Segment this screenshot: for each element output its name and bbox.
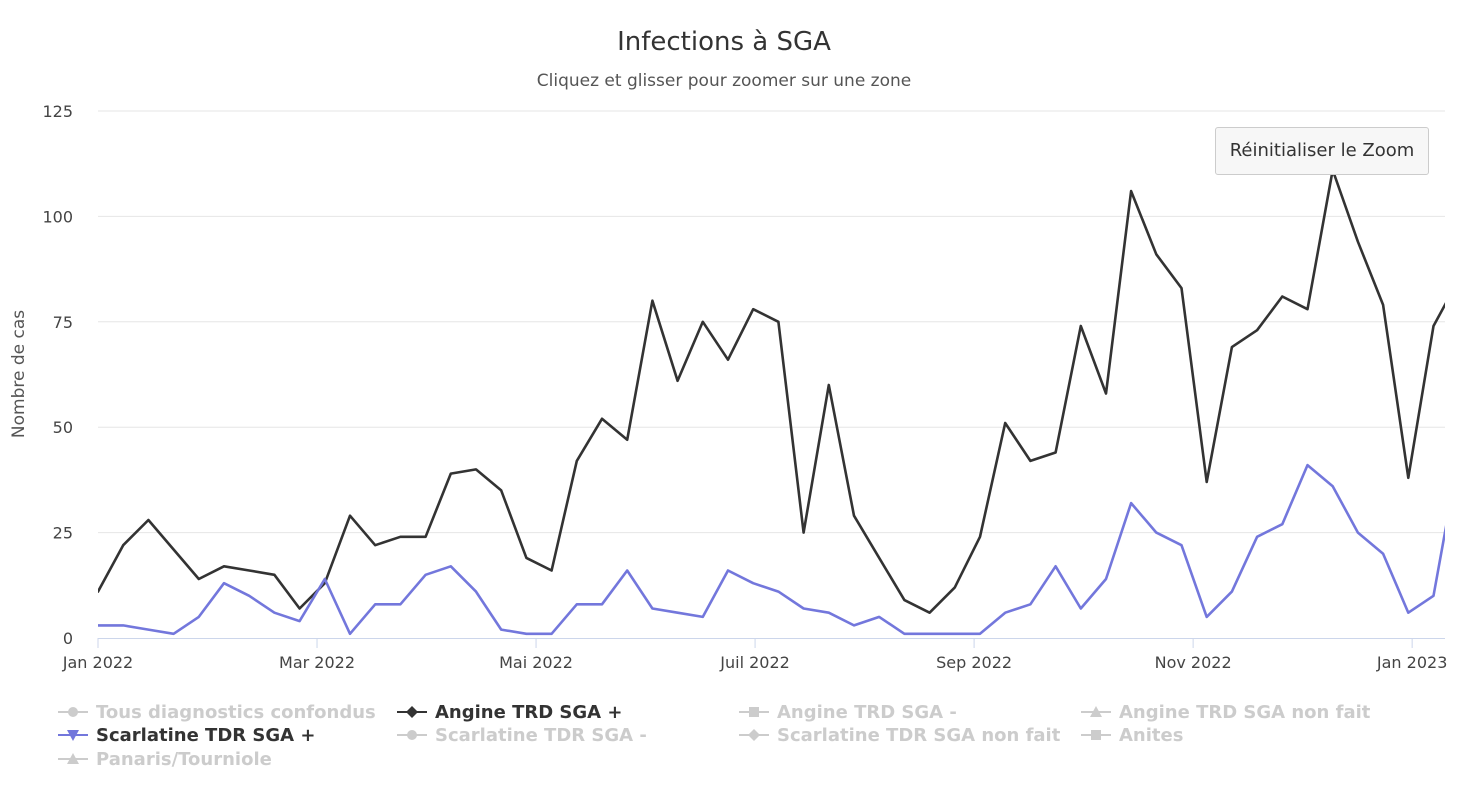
legend: Tous diagnostics confondus Angine TRD SG… (50, 700, 1450, 780)
y-axis: 0 25 50 75 100 125 (42, 102, 73, 648)
y-tick-label: 100 (42, 207, 73, 226)
legend-marker (67, 753, 79, 764)
plot-area[interactable] (98, 168, 1459, 636)
legend-item-panaris-tourniole[interactable]: Panaris/Tourniole (58, 747, 272, 771)
legend-marker (406, 706, 418, 718)
legend-item-angine-trd-sga-minus[interactable]: Angine TRD SGA - (739, 700, 957, 724)
legend-marker (748, 729, 760, 741)
y-tick-label: 0 (63, 629, 73, 648)
legend-label: Tous diagnostics confondus (96, 701, 376, 723)
legend-label: Anites (1119, 724, 1184, 746)
x-axis: Jan 2022 Mar 2022 Mai 2022 Juil 2022 Sep 202… (62, 638, 1447, 672)
legend-item-angine-trd-sga-plus[interactable]: Angine TRD SGA + (397, 700, 622, 724)
legend-item-tous-diagnostics[interactable]: Tous diagnostics confondus (58, 700, 376, 724)
circle-icon (397, 730, 427, 740)
x-tick-label: Jan 2022 (62, 653, 133, 672)
chart-subtitle: Cliquez et glisser pour zoomer sur une z… (537, 71, 912, 91)
legend-label: Scarlatine TDR SGA - (435, 724, 647, 746)
legend-marker (1091, 730, 1101, 740)
x-tick-label: Mar 2022 (279, 653, 355, 672)
legend-item-scarlatine-tdr-sga-minus[interactable]: Scarlatine TDR SGA - (397, 723, 647, 747)
square-icon (1081, 730, 1111, 740)
series-line-scarlatine-tdr-sga-[interactable] (98, 457, 1459, 636)
y-axis-title: Nombre de cas (9, 310, 29, 438)
reset-zoom-button[interactable]: Réinitialiser le Zoom (1215, 127, 1429, 175)
chart-title: Infections à SGA (617, 27, 831, 57)
x-tick-label: Juil 2022 (719, 653, 790, 672)
x-tick-label: Nov 2022 (1155, 653, 1232, 672)
diamond-icon (397, 706, 427, 718)
triangle-down-icon (58, 730, 88, 741)
legend-label: Angine TRD SGA non fait (1119, 701, 1371, 723)
legend-item-angine-trd-sga-non-fait[interactable]: Angine TRD SGA non fait (1081, 700, 1370, 724)
legend-label: Scarlatine TDR SGA + (96, 724, 316, 746)
circle-icon (58, 707, 88, 717)
legend-item-scarlatine-tdr-sga-non-fait[interactable]: Scarlatine TDR SGA non fait (739, 723, 1060, 747)
legend-item-anites[interactable]: Anites (1081, 723, 1183, 747)
legend-marker (68, 707, 78, 717)
legend-label: Angine TRD SGA + (435, 701, 623, 723)
diamond-icon (739, 729, 769, 741)
x-tick-label: Sep 2022 (936, 653, 1012, 672)
y-tick-label: 25 (53, 524, 73, 543)
legend-label: Scarlatine TDR SGA non fait (777, 724, 1061, 746)
legend-marker (407, 730, 417, 740)
chart[interactable]: Infections à SGA Cliquez et glisser pour… (0, 0, 1474, 700)
y-tick-label: 50 (53, 418, 73, 437)
triangle-icon (1081, 706, 1111, 717)
legend-label: Angine TRD SGA - (777, 701, 957, 723)
triangle-icon (58, 753, 88, 764)
x-tick-label: Mai 2022 (499, 653, 573, 672)
x-tick-label: Jan 2023 (1376, 653, 1447, 672)
gridlines (98, 110, 1445, 534)
y-tick-label: 75 (53, 313, 73, 332)
legend-marker (749, 707, 759, 717)
legend-marker (67, 730, 79, 741)
series-line-angine-trd-sga-[interactable] (98, 168, 1459, 615)
y-tick-label: 125 (42, 102, 73, 121)
legend-item-scarlatine-tdr-sga-plus[interactable]: Scarlatine TDR SGA + (58, 723, 315, 747)
square-icon (739, 707, 769, 717)
legend-label: Panaris/Tourniole (96, 748, 272, 770)
legend-marker (1090, 706, 1102, 717)
